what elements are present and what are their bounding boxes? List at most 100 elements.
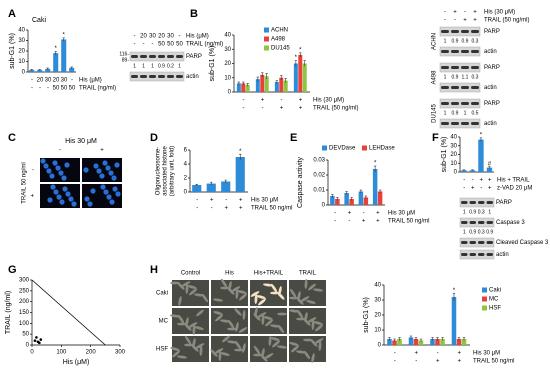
bar [245, 84, 250, 92]
row-label: actin [484, 121, 497, 127]
condition-cell: + [414, 351, 418, 357]
condition-cell: + [348, 211, 352, 217]
cell [289, 342, 299, 346]
legend-label: DU145 [271, 46, 290, 52]
y-tick-label: 0.03 [313, 158, 325, 164]
row-label: actin [484, 85, 497, 91]
cell [263, 283, 273, 287]
cell [297, 291, 301, 301]
condition-label: TRAIL (50 ng/ml) [313, 106, 358, 112]
cell [265, 319, 273, 327]
bar [387, 339, 392, 345]
header-cell: + [473, 10, 477, 16]
condition-label: His + TRAIL [497, 178, 530, 184]
condition-cell: 50 [61, 86, 68, 92]
quantity: 1 [463, 209, 466, 215]
cell [214, 348, 224, 354]
y-tick-label: 20 [224, 61, 231, 67]
cell [300, 296, 310, 302]
cell [194, 293, 204, 297]
bar [461, 339, 467, 345]
cell [220, 278, 228, 288]
nucleus [93, 163, 99, 169]
y-axis-label: Oligonucleosome- [156, 147, 162, 195]
cell [313, 288, 323, 292]
cell [187, 285, 197, 289]
nucleus [96, 168, 102, 174]
cell [227, 327, 237, 331]
bar [69, 67, 75, 72]
header-cell: 50 [158, 42, 165, 48]
row-label: PARP [484, 101, 500, 107]
cell [242, 343, 246, 353]
y-tick-label: 10 [374, 328, 381, 334]
quantity: 0.9 [452, 38, 459, 44]
cell [306, 300, 316, 304]
nucleus [103, 189, 109, 195]
condition-label: His 30 μM [388, 211, 415, 217]
blot-band [451, 86, 459, 89]
nucleus [83, 167, 89, 173]
quantity: 1 [488, 209, 491, 215]
cell [234, 308, 242, 316]
cell [277, 345, 287, 349]
blot-strip [439, 118, 481, 129]
y-axis-label: TRAIL (ng/ml) [5, 291, 12, 334]
cell [201, 293, 209, 303]
condition-label: His 30 μM [473, 351, 500, 357]
blot-band [149, 55, 156, 58]
bar [29, 69, 35, 72]
blot-band [451, 102, 459, 105]
nucleus [61, 175, 67, 181]
cell [227, 319, 235, 329]
condition-cell: + [488, 186, 492, 192]
bar [335, 199, 340, 205]
condition-cell: + [479, 178, 483, 184]
cell [304, 312, 308, 322]
nucleus [84, 196, 90, 202]
cell [272, 340, 280, 348]
cell [222, 335, 230, 343]
cell [263, 316, 273, 320]
cell [184, 343, 194, 347]
row-label: Caki [156, 291, 168, 297]
cell [304, 279, 308, 289]
cell [303, 350, 311, 360]
y-tick-label: 0 [378, 343, 382, 349]
condition-cell: - [243, 98, 245, 104]
cell [234, 340, 242, 350]
condition-cell: + [457, 351, 461, 357]
row-label: PARP [496, 200, 512, 206]
panel-label: C [8, 132, 16, 144]
cell [318, 341, 322, 351]
cell [231, 286, 241, 292]
blot-band [441, 50, 449, 53]
bar [45, 68, 51, 72]
bar [392, 340, 397, 345]
header-cell: 20 [140, 34, 147, 40]
cell [199, 346, 203, 356]
cell [261, 348, 265, 358]
condition-cell: 20 [53, 78, 60, 84]
panel-label: G [8, 264, 17, 276]
header-cell: - [134, 42, 136, 48]
condition-cell: - [211, 206, 213, 212]
y-tick-label: 4 [184, 162, 188, 168]
column-label: His [225, 271, 234, 277]
condition-cell: + [376, 211, 380, 217]
condition-cell: - [225, 198, 227, 204]
cell [291, 345, 299, 353]
condition-cell: + [436, 359, 440, 365]
blot-band [471, 30, 479, 33]
header-label: His (μM) [186, 34, 209, 40]
condition-cell: + [457, 359, 461, 365]
y-tick-label: 0.02 [313, 173, 325, 179]
blot-band [441, 30, 449, 33]
cell [296, 309, 304, 319]
significance-mark: # [488, 161, 492, 167]
cell [296, 317, 306, 321]
row-label: + [30, 194, 34, 200]
cell [210, 349, 218, 357]
blot-strip [459, 217, 495, 228]
blot-band [478, 221, 485, 224]
